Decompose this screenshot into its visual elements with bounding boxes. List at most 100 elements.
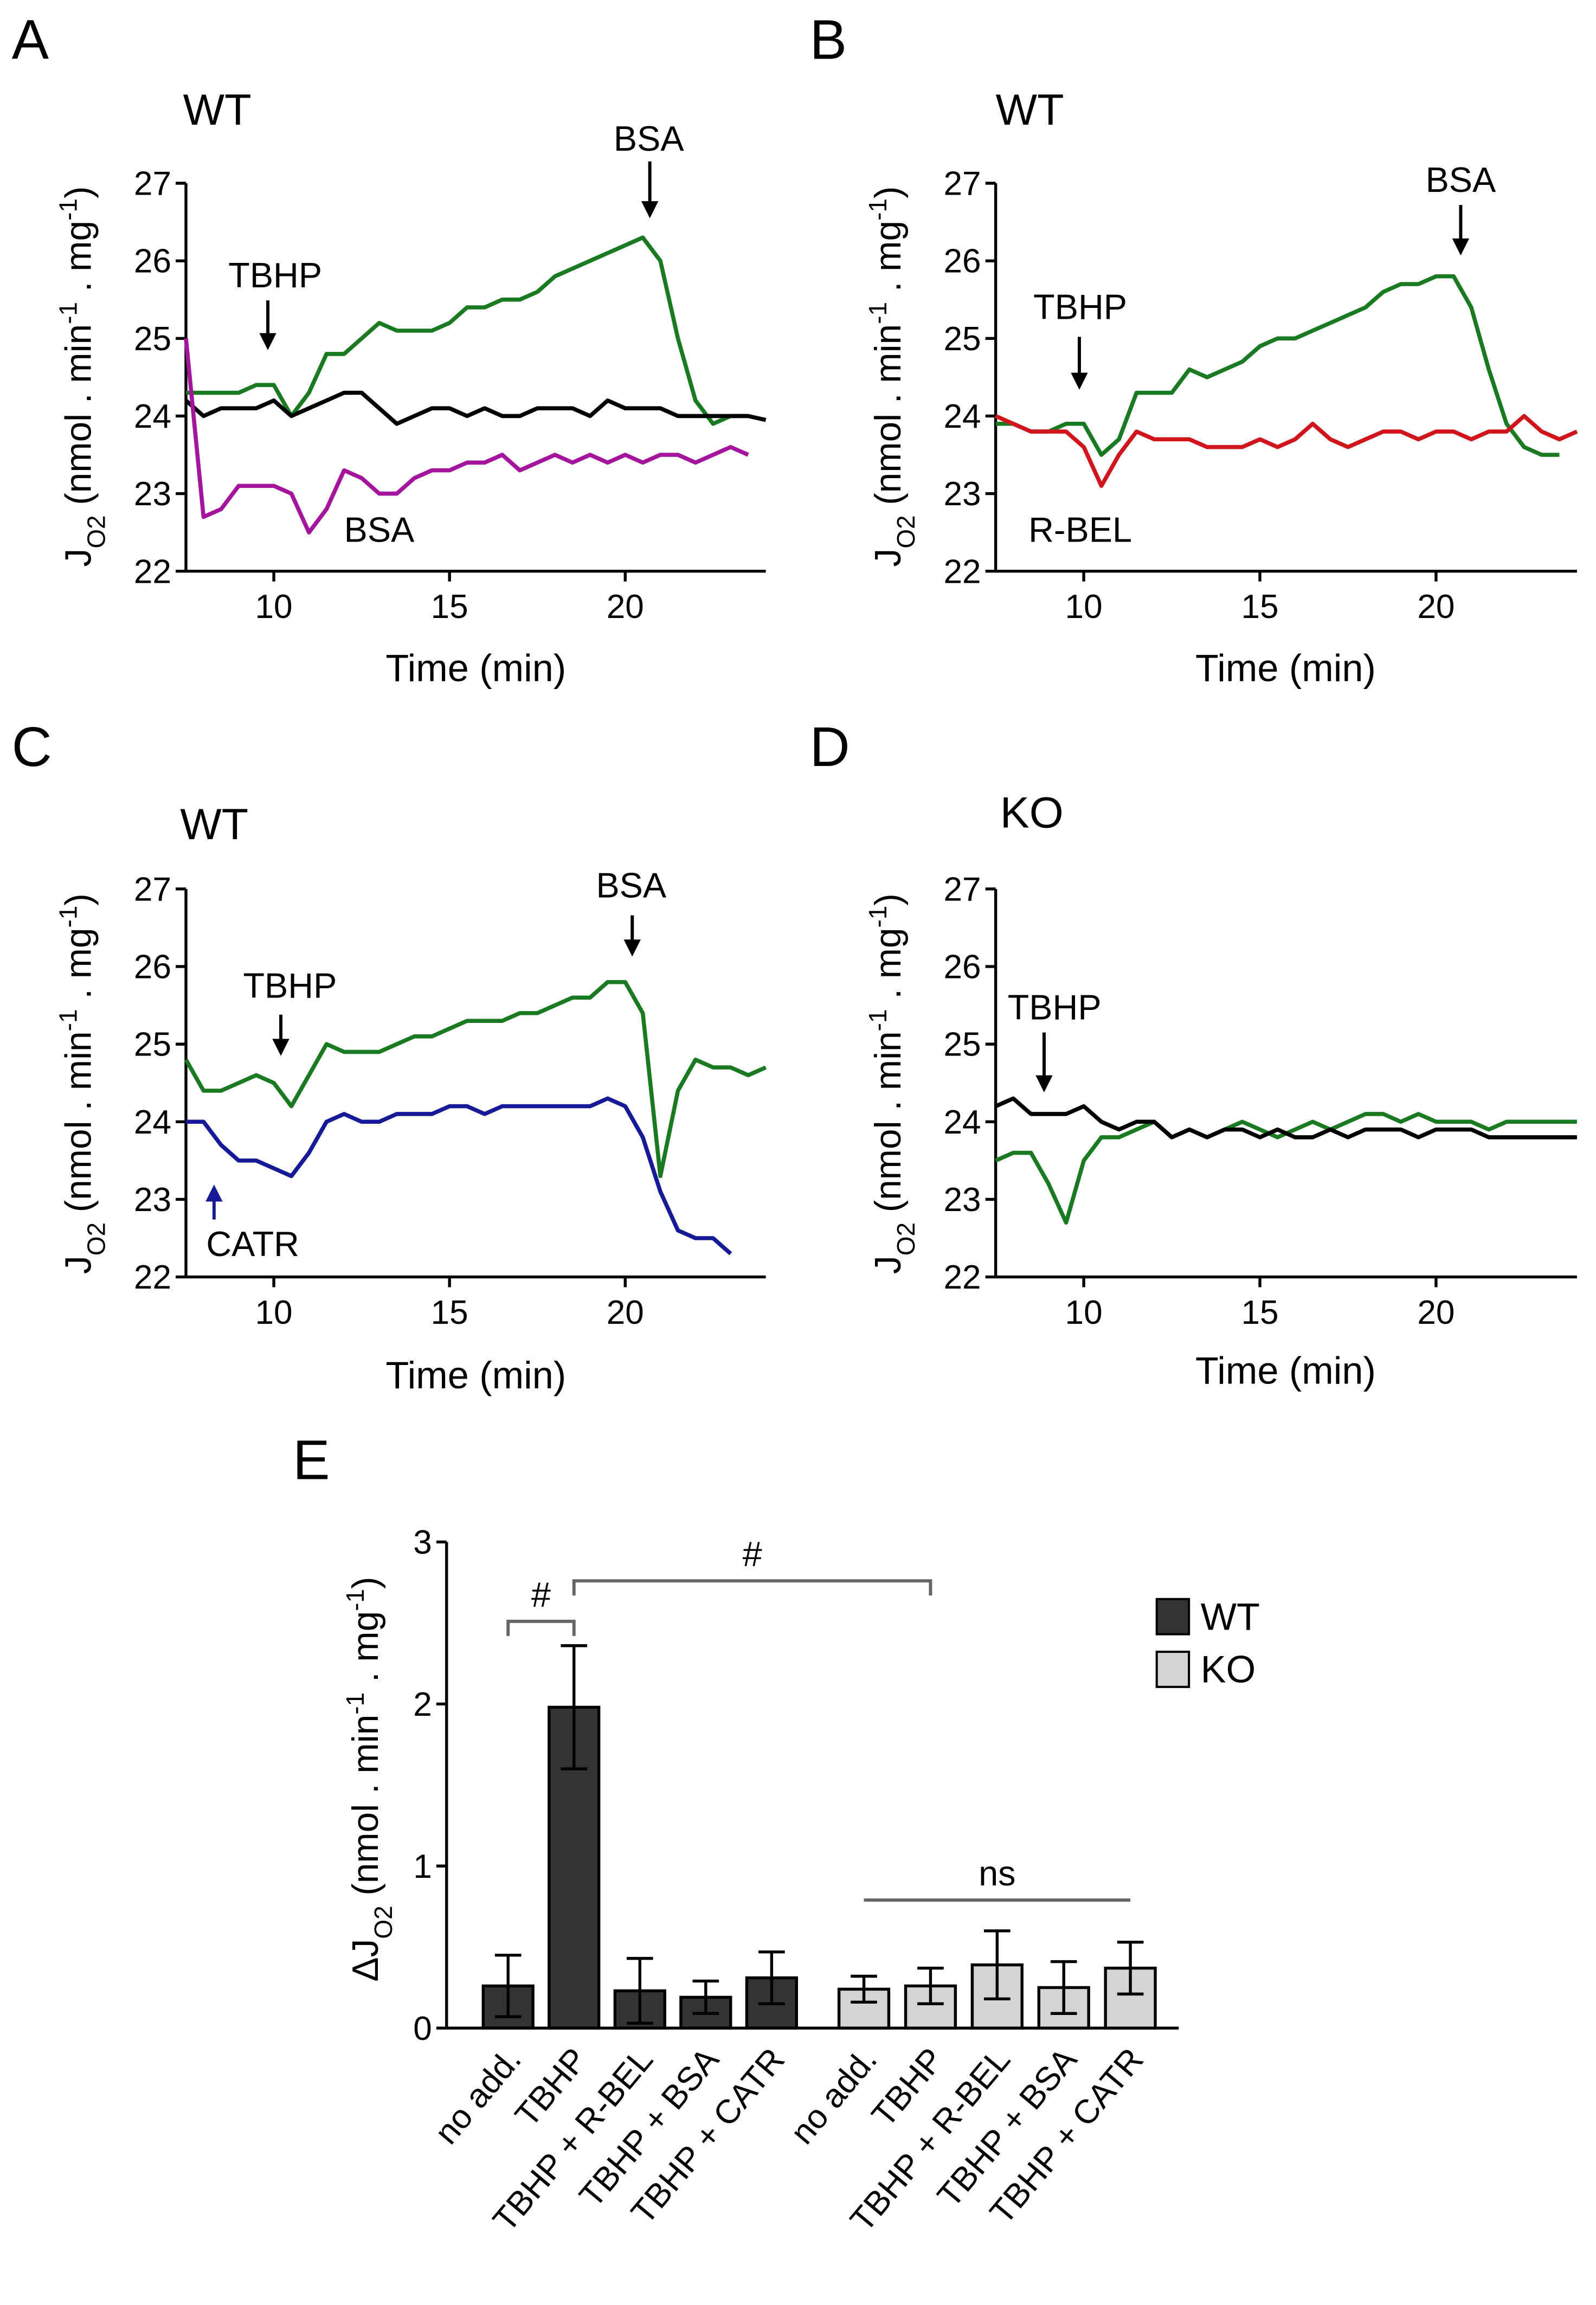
y-label-part: O2	[892, 1222, 920, 1255]
y-tick-label: 22	[944, 553, 981, 590]
arrow-head	[623, 939, 641, 957]
x-tick-label: no add.	[783, 2041, 884, 2151]
y-label-part: -1	[54, 302, 82, 324]
annotation: TBHP	[1008, 987, 1102, 1027]
x-tick-label: 20	[607, 1294, 644, 1331]
y-tick-label: 23	[944, 475, 981, 513]
arrow-head	[1035, 1075, 1053, 1093]
y-label-part: -1	[864, 1009, 892, 1032]
error-bar	[561, 1644, 588, 1770]
y-axis-label: JO2 (nmol . min-1 . mg-1)	[54, 893, 110, 1274]
y-label-part: -1	[341, 1692, 369, 1715]
x-axis-label: Time (min)	[1195, 1349, 1376, 1392]
y-label-part: -1	[54, 906, 82, 928]
y-axis-label: JO2 (nmol . min-1 . mg-1)	[864, 893, 920, 1274]
y-tick-label: 25	[944, 1026, 981, 1064]
y-tick-label: 24	[944, 1104, 981, 1141]
legend-label: WT	[1201, 1595, 1260, 1638]
y-tick-label: 26	[134, 949, 171, 986]
panel-letter: C	[12, 716, 52, 778]
annotation: TBHP	[228, 255, 322, 295]
y-label-part: . mg	[868, 221, 909, 302]
panel-subtitle: WT	[180, 800, 248, 849]
panel-letter: D	[810, 716, 850, 778]
annotation: R-BEL	[1028, 510, 1132, 549]
legend-swatch	[1155, 1598, 1190, 1636]
x-tick-label: 15	[431, 588, 468, 626]
y-tick-label: 25	[944, 320, 981, 358]
y-label-part: . mg	[58, 221, 99, 302]
y-label-part: -1	[341, 1589, 369, 1611]
error-bar	[917, 1966, 944, 2006]
y-label-part: J	[58, 1255, 99, 1274]
arrow-head	[641, 201, 659, 218]
y-tick-label: 27	[944, 165, 981, 203]
x-tick-label: 20	[607, 588, 644, 626]
bracket	[506, 1619, 576, 1636]
bracket-label: #	[743, 1534, 762, 1574]
y-label-part: O2	[82, 515, 110, 548]
arrow-head	[1452, 238, 1470, 256]
y-axis-label: ΔJO2 (nmol . min-1 . mg-1)	[341, 1577, 397, 1982]
y-tick-label: 27	[944, 871, 981, 908]
y-label-part: . mg	[345, 1611, 386, 1692]
y-tick-label: 22	[134, 1259, 171, 1296]
y-tick-label: 24	[134, 1104, 171, 1141]
y-label-part: J	[58, 549, 99, 567]
y-tick-label: 23	[134, 1181, 171, 1219]
y-label-part: -1	[864, 198, 892, 221]
y-tick-label: 24	[134, 398, 171, 435]
error-bar	[1117, 1941, 1144, 1996]
x-tick-label: 10	[1065, 588, 1103, 626]
panel-letter: A	[12, 8, 49, 70]
y-tick-label: 2	[413, 1686, 432, 1723]
y-label-part: )	[58, 893, 99, 905]
x-tick-label: 10	[255, 588, 293, 626]
arrow-head	[205, 1184, 223, 1202]
trace	[186, 1096, 732, 1255]
y-tick-label: 26	[134, 243, 171, 280]
y-tick-label: 25	[134, 320, 171, 358]
y-label-part: (nmol . min	[58, 324, 99, 516]
x-axis-label: Time (min)	[385, 646, 566, 689]
x-tick-label: 10	[1065, 1294, 1103, 1331]
trace	[995, 274, 1560, 457]
y-tick-label: 1	[413, 1848, 432, 1885]
arrow-head	[1071, 372, 1088, 390]
y-tick-label: 27	[134, 871, 171, 908]
y-label-part: -1	[54, 198, 82, 221]
arrow-head	[259, 333, 276, 350]
error-bar	[851, 1974, 877, 2004]
legend-swatch	[1155, 1650, 1190, 1688]
y-label-part: O2	[82, 1222, 110, 1255]
bracket	[572, 1579, 932, 1596]
y-label-part: O2	[369, 1905, 397, 1939]
x-tick-label: 20	[1417, 1294, 1455, 1331]
arrow-head	[272, 1039, 289, 1056]
y-tick-label: 22	[134, 553, 171, 590]
trace	[184, 338, 749, 535]
trace	[995, 1096, 1577, 1139]
x-axis-label: Time (min)	[1195, 646, 1376, 689]
y-label-part: ΔJ	[345, 1939, 386, 1982]
y-label-part: )	[868, 186, 909, 198]
y-label-part: (nmol . min	[345, 1715, 386, 1906]
y-label-part: (nmol . min	[868, 324, 909, 516]
legend-label: KO	[1201, 1648, 1256, 1691]
y-label-part: )	[868, 893, 909, 905]
error-bar	[758, 1950, 785, 2006]
panel-subtitle: KO	[1000, 788, 1064, 837]
y-tick-label: 26	[944, 949, 981, 986]
y-label-part: O2	[892, 515, 920, 548]
bracket-label: ns	[979, 1853, 1015, 1893]
x-tick-label: 20	[1417, 588, 1455, 626]
y-tick-label: 22	[944, 1259, 981, 1296]
y-label-part: J	[868, 1255, 909, 1274]
y-label-part: . mg	[868, 928, 909, 1009]
panel-letter: E	[293, 1428, 330, 1491]
y-label-part: J	[868, 549, 909, 567]
y-label-part: -1	[864, 906, 892, 928]
error-bar	[626, 1956, 653, 2025]
x-axis-label: Time (min)	[385, 1354, 566, 1396]
